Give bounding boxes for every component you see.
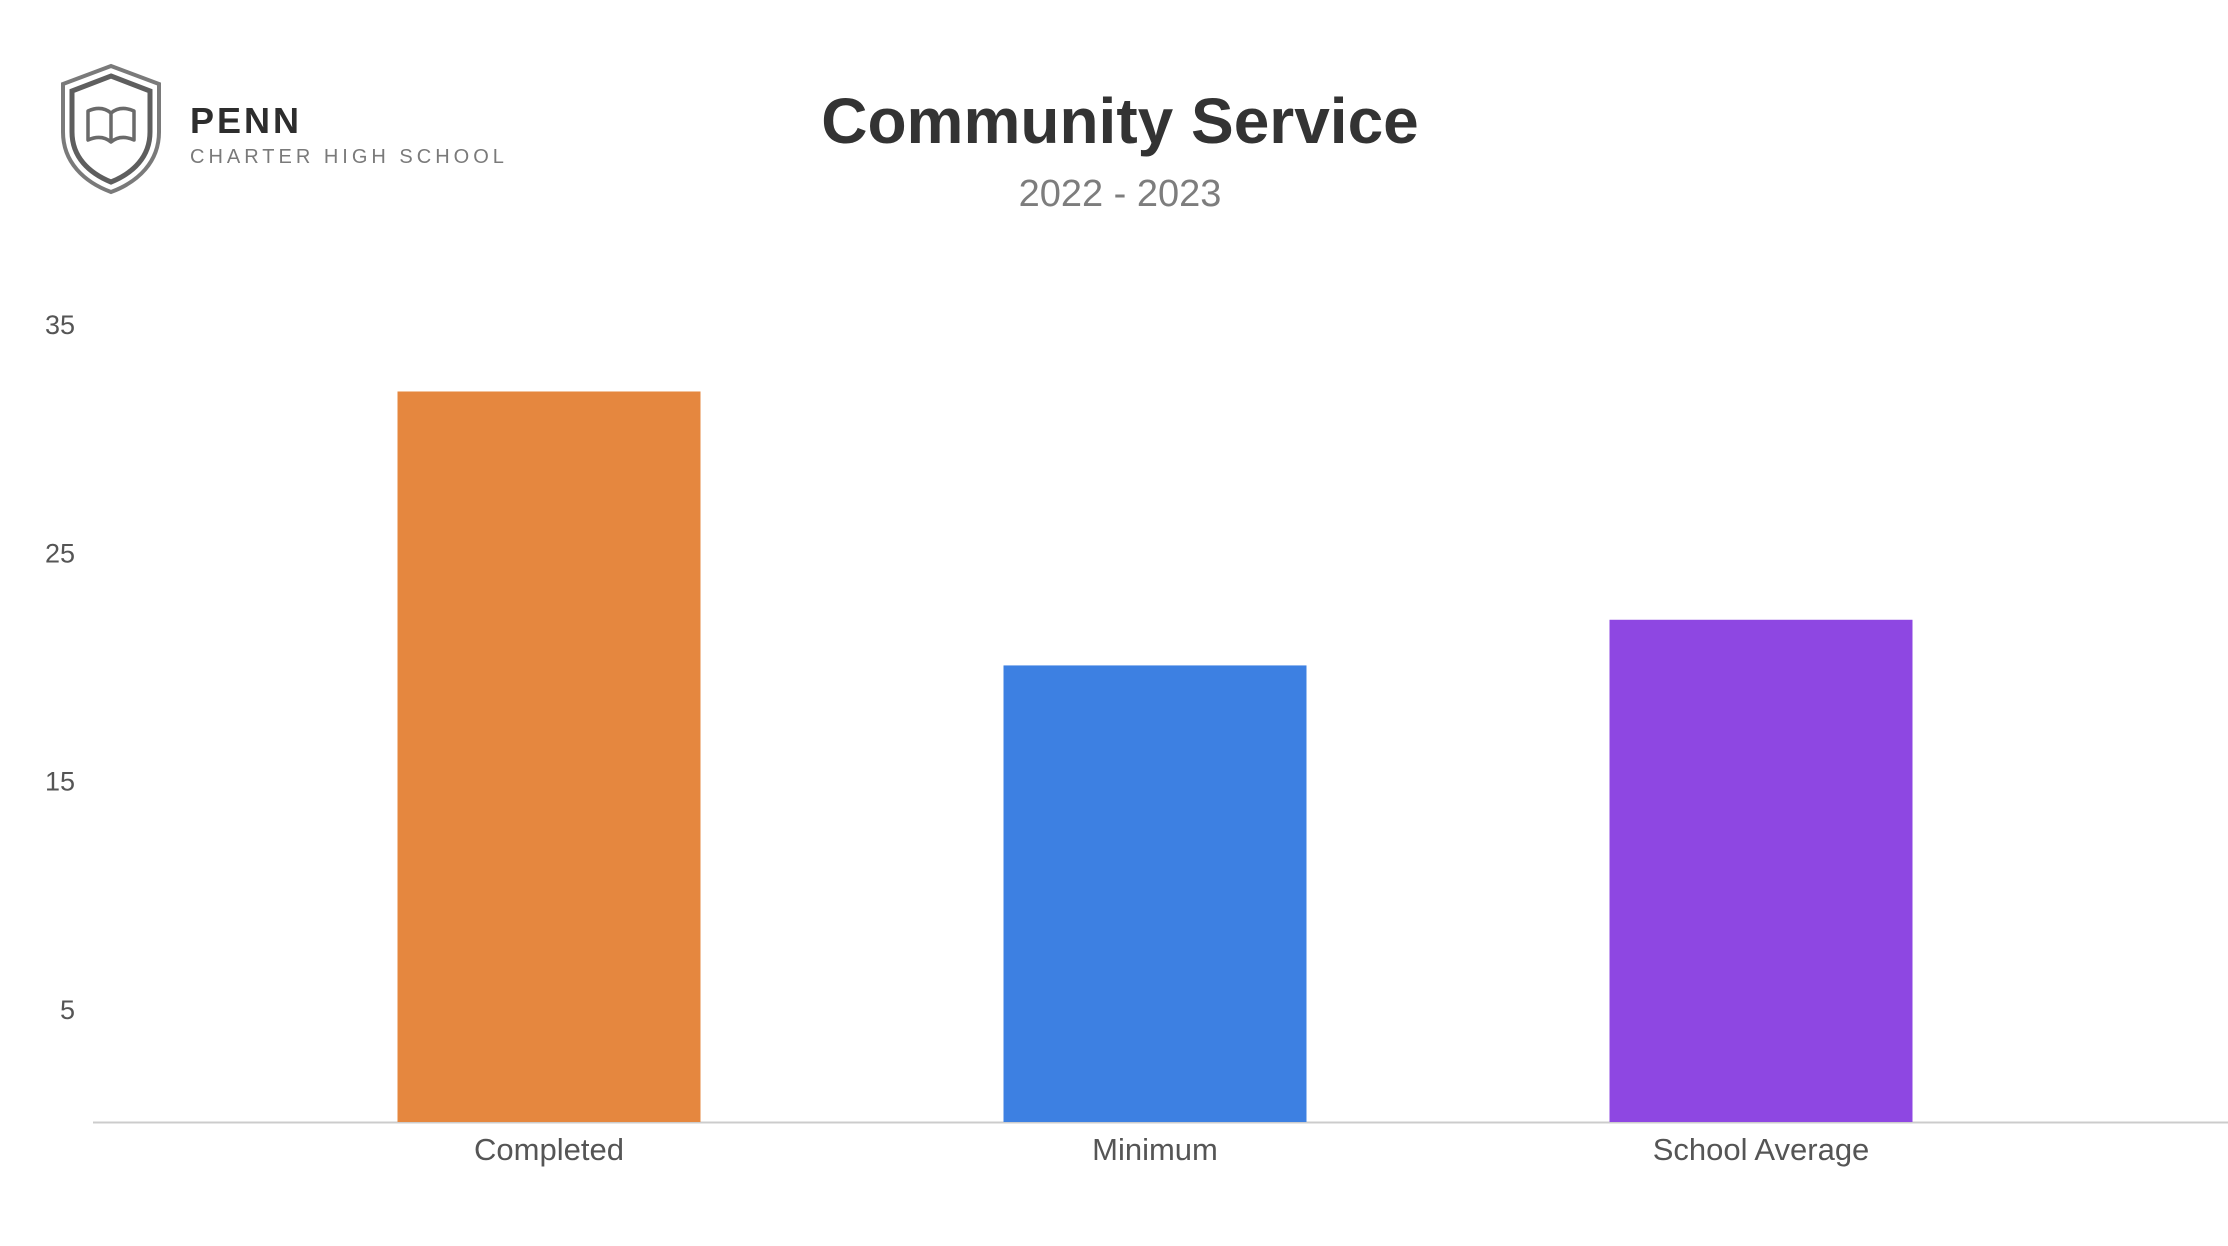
y-tick-label: 25 [45,538,75,568]
logo-subtitle: CHARTER HIGH SCHOOL [190,146,508,168]
bar-completed[interactable] [397,391,701,1122]
y-tick-label: 35 [45,310,75,340]
x-tick-label: Minimum [1092,1132,1218,1167]
chart-title: Community Service [821,85,1419,157]
chart-subtitle: 2022 - 2023 [1018,173,1222,215]
shield-book-icon [61,63,161,195]
bar-school-average[interactable] [1609,619,1913,1122]
bar-minimum[interactable] [1003,665,1307,1122]
x-tick-label: School Average [1653,1132,1870,1167]
y-tick-label: 15 [45,767,75,797]
logo-name: PENN [190,100,303,141]
x-tick-label: Completed [474,1132,624,1167]
school-logo: PENN CHARTER HIGH SCHOOL [56,62,504,202]
y-tick-label: 5 [60,995,75,1025]
